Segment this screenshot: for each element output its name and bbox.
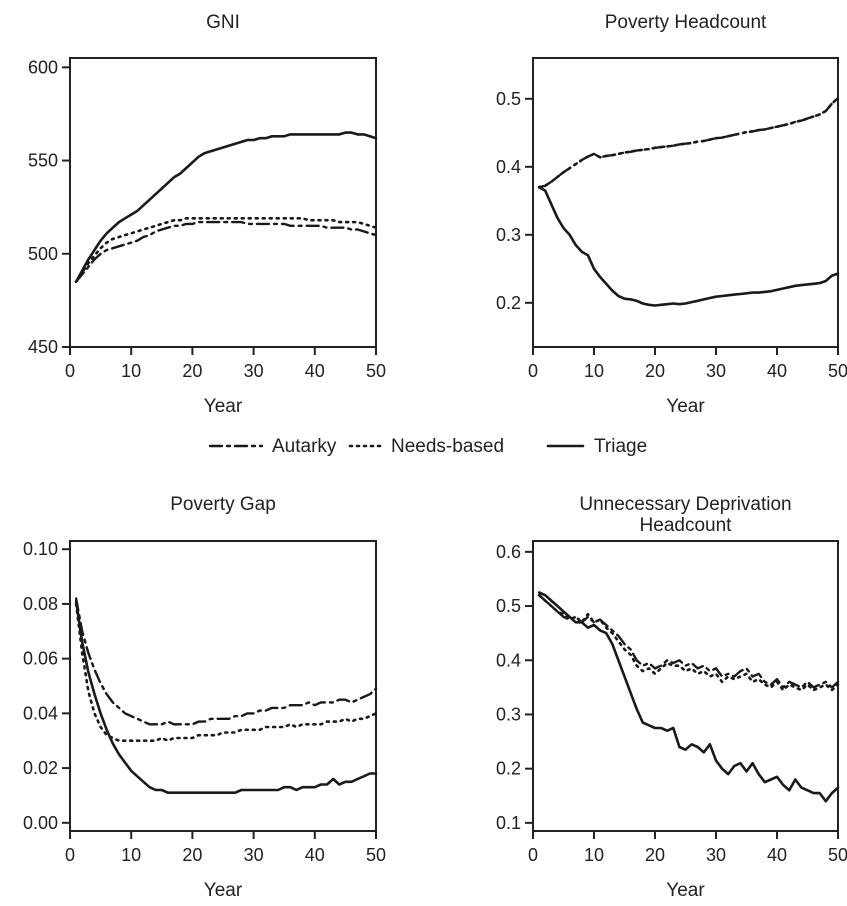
x-tick-label: 0	[528, 361, 538, 381]
x-tick-label: 20	[645, 361, 665, 381]
y-tick-label: 0.3	[496, 704, 521, 724]
y-tick-label: 0.5	[496, 596, 521, 616]
y-tick-label: 0.08	[23, 594, 58, 614]
x-tick-label: 0	[65, 845, 75, 865]
y-tick-label: 0.2	[496, 759, 521, 779]
y-tick-label: 0.3	[496, 225, 521, 245]
x-axis-label: Year	[666, 396, 705, 417]
series-line-triage	[537, 591, 840, 803]
x-tick-label: 10	[584, 845, 604, 865]
x-axis-label: Year	[666, 880, 705, 901]
series-line-needs-based	[74, 602, 378, 743]
x-tick-label: 0	[528, 845, 538, 865]
series-line-needs-based	[537, 593, 840, 692]
x-tick-label: 50	[828, 845, 847, 865]
chart-title: Poverty Headcount	[605, 12, 767, 33]
y-tick-label: 0.5	[496, 89, 521, 109]
y-tick-label: 0.06	[23, 649, 58, 669]
x-tick-label: 0	[65, 361, 75, 381]
y-tick-label: 0.10	[23, 539, 58, 559]
chart-title: Headcount	[640, 515, 733, 536]
panel-gni: GNI 0 10 20 30 40 50 450 500 550 600 Year	[28, 12, 386, 417]
x-tick-label: 10	[584, 361, 604, 381]
y-tick-label: 0.04	[23, 703, 58, 723]
series-line-autarky	[74, 597, 378, 726]
chart-title: Unnecessary Deprivation	[579, 494, 791, 515]
x-tick-label: 30	[706, 361, 726, 381]
x-axis-label: Year	[204, 880, 243, 901]
series-line-autarky	[74, 220, 378, 283]
y-tick-label: 0.00	[23, 813, 58, 833]
y-tick-label: 0.1	[496, 813, 521, 833]
x-tick-label: 30	[706, 845, 726, 865]
y-tick-label: 0.02	[23, 758, 58, 778]
x-tick-label: 40	[767, 361, 787, 381]
x-tick-label: 20	[182, 361, 202, 381]
y-tick-label: 450	[28, 337, 58, 357]
x-tick-label: 30	[244, 845, 264, 865]
y-tick-label: 0.4	[496, 650, 521, 670]
x-tick-label: 30	[244, 361, 264, 381]
x-tick-label: 40	[767, 845, 787, 865]
x-tick-label: 10	[121, 361, 141, 381]
legend-label: Needs-based	[391, 436, 504, 457]
series-line-triage	[74, 131, 378, 284]
series-line-triage	[74, 599, 378, 795]
series-line-needs-based	[74, 217, 378, 284]
y-tick-label: 500	[28, 244, 58, 264]
chart-title: GNI	[206, 12, 240, 33]
x-axis-label: Year	[204, 396, 243, 417]
y-tick-label: 0.2	[496, 293, 521, 313]
x-tick-label: 40	[305, 361, 325, 381]
panel-poverty-gap: Poverty Gap 0 10 20 30 40 50 0.00 0.02 0.04 0.06 0.…	[23, 494, 386, 901]
y-tick-label: 0.4	[496, 157, 521, 177]
series-line-autarky	[537, 594, 840, 689]
x-tick-label: 50	[366, 361, 386, 381]
y-tick-label: 600	[28, 57, 58, 77]
legend-label: Autarky	[272, 436, 337, 457]
plot-frame	[532, 57, 839, 348]
x-tick-label: 20	[182, 845, 202, 865]
panel-poverty-headcount: Poverty Headcount 0 10 20 30 40 50 0.2 0.3 0.4 0.5…	[496, 12, 847, 417]
x-tick-label: 50	[366, 845, 386, 865]
series-line-needs-based	[537, 96, 840, 189]
y-tick-label: 0.6	[496, 542, 521, 562]
legend-label: Triage	[594, 436, 647, 457]
plot-frame	[69, 540, 377, 832]
x-tick-label: 10	[121, 845, 141, 865]
series-line-triage	[537, 185, 840, 307]
legend: Autarky Needs-based Triage	[208, 436, 647, 457]
x-tick-label: 20	[645, 845, 665, 865]
x-tick-label: 50	[828, 361, 847, 381]
y-tick-label: 550	[28, 151, 58, 171]
x-tick-label: 40	[305, 845, 325, 865]
chart-title: Poverty Gap	[170, 494, 276, 515]
plot-frame	[69, 57, 377, 348]
